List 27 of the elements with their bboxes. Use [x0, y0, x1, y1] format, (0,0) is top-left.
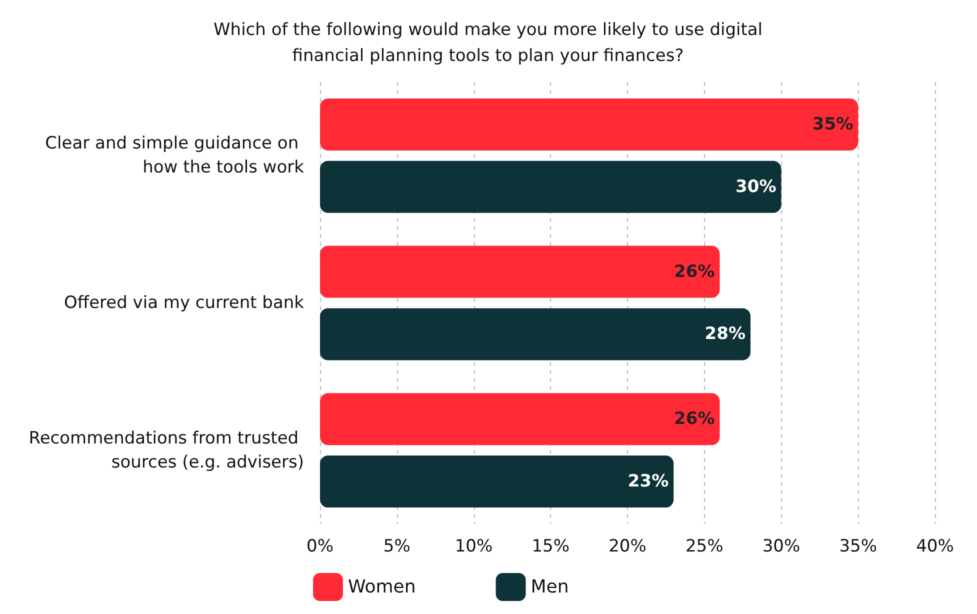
x-tick-label: 5% [383, 536, 410, 556]
x-tick-label: 10% [454, 536, 493, 556]
x-tick-label: 25% [685, 536, 724, 556]
chart-title: Which of the following would make you more likely to use digital financial planning tools to plan your finances? [213, 20, 763, 66]
data-label: 30% [736, 176, 776, 197]
data-label: 26% [674, 262, 715, 282]
bar [320, 456, 674, 508]
bar [320, 160, 782, 213]
data-label: 28% [704, 324, 746, 344]
y-tick-label: Offered via my current bank [64, 293, 304, 313]
bar [320, 393, 720, 446]
data-label: 23% [628, 472, 669, 492]
bar [320, 246, 720, 298]
bar [320, 308, 750, 360]
y-tick-label: Recommendations from trusted sources (e.g. advisers) [28, 428, 304, 472]
x-tick-label: 40% [916, 536, 954, 556]
legend-label: Women [348, 576, 416, 598]
bar [320, 98, 858, 150]
x-tick-label: 0% [306, 536, 334, 556]
legend-label: Men [530, 576, 569, 598]
data-label: 26% [674, 409, 715, 430]
x-tick-label: 35% [839, 536, 878, 556]
x-tick-label: 20% [608, 536, 646, 556]
x-tick-label: 15% [532, 536, 570, 556]
x-tick-label: 30% [762, 536, 800, 556]
data-label: 35% [812, 114, 854, 134]
y-tick-label: Clear and simple guidance on how the tools work [45, 134, 304, 178]
